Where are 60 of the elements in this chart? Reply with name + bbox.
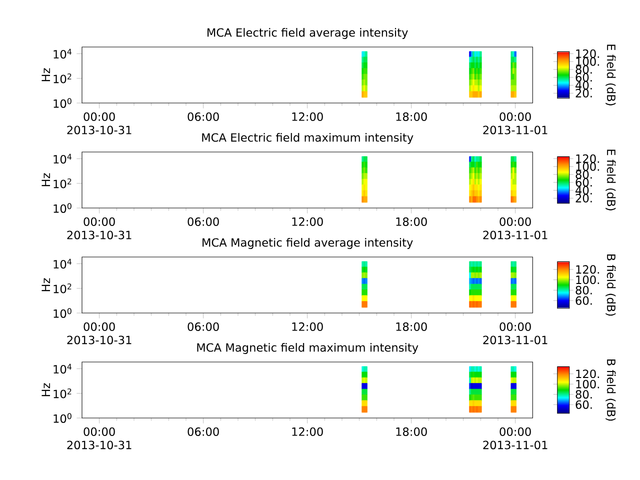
x-tick-label: 18:00 [396,112,427,121]
color-bar-label: 80. [576,390,592,399]
x-tick-label: 18:00 [396,322,427,331]
x-tick-label: 06:00 [188,217,219,226]
y-axis-title: Hz [42,278,50,292]
color-bar-label: 20. [576,88,592,98]
y-axis-title: Hz [42,383,50,396]
y-tick-label: 10$^{0}$ [54,98,72,108]
color-bar-label: 120. [576,265,599,274]
y-tick-label: 10$^{2}$ [54,283,72,294]
color-bar-title: E field (dB) [606,44,616,106]
y-tick-label: 10$^{0}$ [54,413,72,423]
color-bar-title: B field (dB) [606,254,616,316]
y-axis-title: Hz [42,68,50,82]
x-tick-label: 12:00 [292,427,323,436]
color-bar-label: 60. [576,178,592,187]
chart-title: MCA Electric field average intensity [208,28,408,39]
y-tick-label: 10$^{4}$ [54,48,72,59]
y-tick-label: 10$^{0}$ [54,203,72,213]
color-bar-label: 60. [576,73,592,82]
color-bar-label: 60. [576,296,592,305]
chart-title: MCA Magnetic field average intensity [202,238,413,249]
y-tick-label: 10$^{4}$ [54,364,72,374]
x-tick-label: 00:00 2013-10-31 [67,112,132,134]
x-tick-label: 06:00 [188,322,219,331]
x-tick-label: 00:00 2013-11-01 [483,217,548,240]
x-tick-label: 00:00 2013-11-01 [483,427,548,450]
y-tick-label: 10$^{4}$ [54,154,72,164]
color-bar-label: 80. [576,65,592,74]
x-tick-label: 00:00 2013-11-01 [483,112,548,134]
color-bar-label: 100. [576,276,599,284]
color-bar-title: B field (dB) [606,359,616,421]
x-tick-label: 12:00 [292,322,323,331]
x-tick-label: 00:00 2013-10-31 [67,217,132,240]
x-tick-label: 12:00 [292,112,323,121]
color-bar-label: 80. [576,286,592,294]
chart-title: MCA Magnetic field maximum intensity [197,342,418,354]
color-bar-label: 20. [576,194,592,202]
x-tick-label: 18:00 [396,217,427,226]
y-tick-label: 10$^{0}$ [54,308,72,318]
x-tick-label: 00:00 2013-10-31 [67,322,132,344]
x-tick-label: 12:00 [292,217,323,226]
y-axis-title: Hz [42,173,50,186]
color-bar-label: 100. [576,162,599,171]
y-tick-label: 10$^{2}$ [54,178,72,188]
y-tick-label: 10$^{2}$ [54,388,72,398]
x-tick-label: 00:00 2013-11-01 [483,322,548,344]
x-tick-label: 18:00 [396,427,427,436]
color-bar-label: 120. [576,370,599,378]
x-tick-label: 06:00 [188,427,219,436]
y-tick-label: 10$^{4}$ [54,258,72,269]
color-bar-label: 60. [576,400,592,409]
color-bar-label: 100. [576,57,599,66]
y-tick-label: 10$^{2}$ [54,73,72,84]
x-tick-label: 00:00 2013-10-31 [67,427,132,450]
color-bar-title: E field (dB) [606,150,616,210]
x-tick-label: 06:00 [188,112,219,121]
chart-title: MCA Electric field maximum intensity [202,132,414,144]
color-bar-label: 100. [576,380,599,388]
color-bar-label: 80. [576,170,592,179]
